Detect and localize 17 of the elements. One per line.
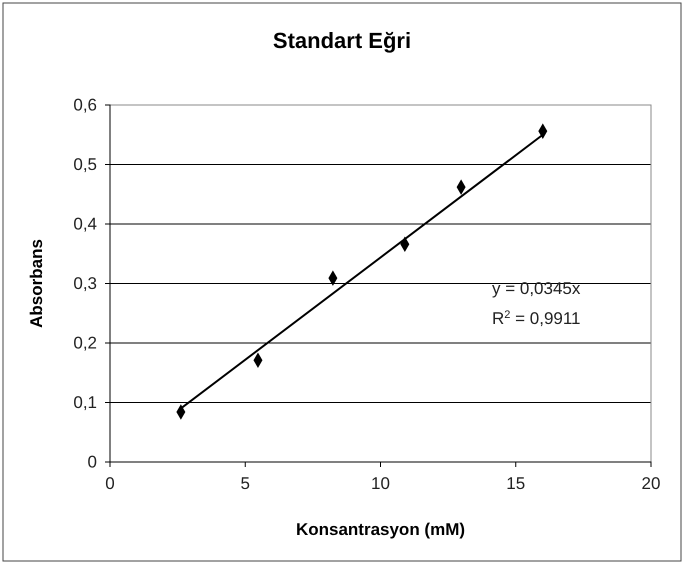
y-tick-label: 0	[88, 452, 97, 472]
chart-title: Standart Eğri	[272, 28, 412, 53]
x-axis-title: Konsantrasyon (mM)	[296, 520, 466, 539]
y-tick-label: 0,2	[73, 333, 97, 352]
annotation: y = 0,0345x	[492, 279, 581, 298]
x-tick-label: 20	[642, 474, 660, 494]
y-tick-label: 0,5	[73, 154, 97, 174]
x-tick-label: 15	[506, 474, 526, 494]
y-axis-title: Absorbans	[27, 239, 46, 328]
x-tick-label: 0	[105, 474, 115, 494]
y-tick-label: 0,4	[73, 214, 97, 234]
y-tick-label: 0,1	[73, 392, 97, 412]
x-tick-label: 10	[371, 474, 390, 494]
y-tick-label: 0,3	[73, 274, 97, 293]
y-tick-label: 0,6	[73, 95, 97, 114]
annotation: R$^{2}$ = 0,9911	[492, 309, 581, 328]
x-tick-label: 5	[240, 474, 250, 494]
